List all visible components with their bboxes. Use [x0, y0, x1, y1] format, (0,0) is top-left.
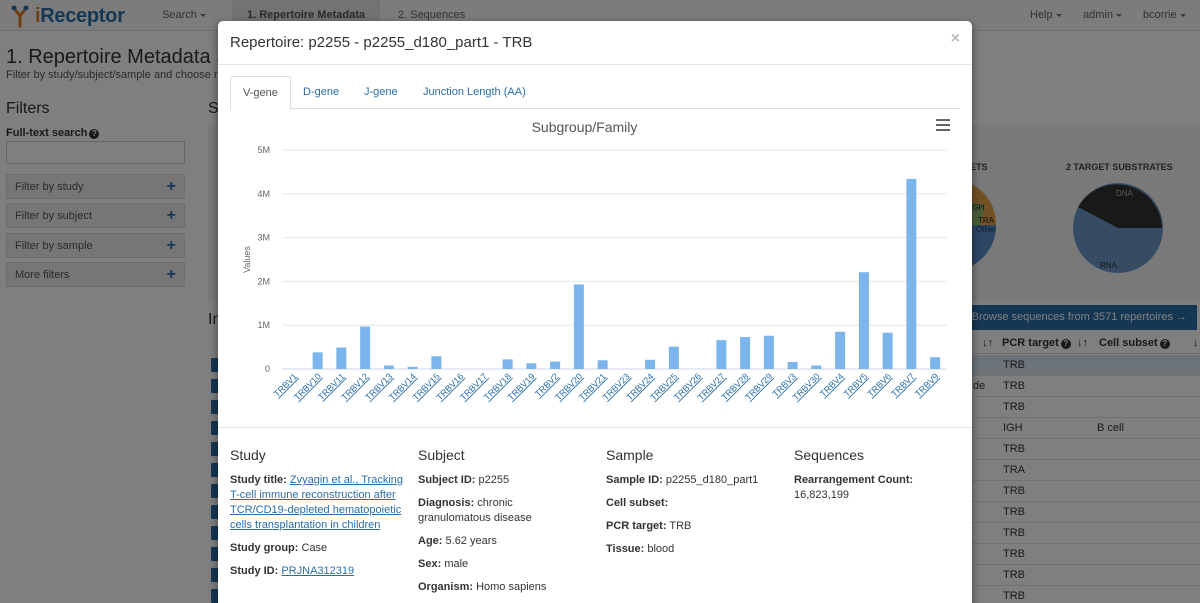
y-tick-label: 1M: [257, 320, 270, 330]
bar-trbv6[interactable]: [882, 332, 893, 369]
bar-trbv30[interactable]: [811, 365, 822, 369]
bar-trbv7[interactable]: [906, 178, 917, 369]
bar-trbv29[interactable]: [763, 335, 774, 369]
subject-id-value: p2255: [478, 474, 510, 486]
organism-label: Organism:: [418, 581, 474, 593]
tab-d-gene[interactable]: D-gene: [303, 86, 340, 98]
tab-junction-length[interactable]: Junction Length (AA): [423, 86, 526, 98]
chart-menu-icon[interactable]: [936, 119, 950, 134]
y-axis-label: Values: [242, 246, 252, 273]
tissue-value: blood: [647, 543, 675, 555]
bar-trbv11[interactable]: [336, 347, 347, 369]
subject-id-label: Subject ID:: [418, 474, 476, 486]
bar-trbv25[interactable]: [668, 346, 679, 369]
sex-label: Sex:: [418, 558, 442, 570]
bar-trbv4[interactable]: [835, 331, 846, 369]
sequences-heading: Sequences: [794, 447, 865, 463]
modal-header: Repertoire: p2255 - p2255_d180_part1 - T…: [218, 21, 972, 65]
age-value: 5.62 years: [445, 535, 497, 547]
sample-info: Sample Sample ID: p2255_d180_part1 Cell …: [606, 446, 781, 565]
study-id-link[interactable]: PRJNA312319: [281, 565, 355, 577]
x-tick-label[interactable]: TRBV9: [913, 371, 941, 399]
tab-j-gene[interactable]: J-gene: [364, 86, 398, 98]
v-gene-bar-chart: Subgroup/Family01M2M3M4M5MValuesTRBV1TRB…: [242, 119, 947, 402]
bar-trbv18[interactable]: [502, 359, 513, 369]
pcr-target-value: TRB: [669, 520, 692, 532]
age-label: Age:: [418, 535, 443, 547]
x-tick-label[interactable]: TRBV5: [842, 371, 870, 399]
bar-trbv12[interactable]: [360, 326, 371, 369]
diagnosis-value: chronic granulomatous disease: [418, 497, 532, 524]
y-tick-label: 3M: [257, 233, 270, 243]
modal-title: Repertoire: p2255 - p2255_d180_part1 - T…: [230, 34, 533, 51]
study-id-label: Study ID:: [230, 565, 279, 577]
modal-divider: [218, 427, 972, 428]
bar-trbv27[interactable]: [716, 340, 727, 369]
study-title-label: Study title:: [230, 474, 287, 486]
tissue-label: Tissue:: [606, 543, 645, 555]
bar-trbv28[interactable]: [740, 337, 751, 369]
rearrangement-count-value: 16,823,199: [794, 489, 850, 501]
bar-trbv3[interactable]: [787, 361, 798, 369]
repertoire-modal: Repertoire: p2255 - p2255_d180_part1 - T…: [218, 21, 972, 603]
study-info: Study Study title: Zvyagin et al., Track…: [230, 446, 405, 587]
pcr-target-label: PCR target:: [606, 520, 667, 532]
chart-tabs: V-gene D-gene J-gene Junction Length (AA…: [230, 76, 960, 110]
tab-v-gene[interactable]: V-gene: [230, 76, 291, 110]
cell-subset-label: Cell subset:: [606, 497, 669, 509]
bar-trbv24[interactable]: [645, 359, 656, 369]
bar-trbv19[interactable]: [526, 363, 537, 369]
bar-trbv15[interactable]: [431, 356, 442, 369]
chart-title: Subgroup/Family: [532, 119, 638, 135]
study-title-link[interactable]: Zvyagin et al., Tracking T-cell immune r…: [230, 474, 404, 531]
bar-trbv14[interactable]: [407, 366, 418, 369]
bar-trbv21[interactable]: [597, 360, 608, 369]
y-tick-label: 4M: [257, 189, 270, 199]
y-tick-label: 5M: [257, 145, 270, 155]
sequences-info: Sequences Rearrangement Count: 16,823,199: [794, 446, 969, 511]
bar-trbv2[interactable]: [550, 361, 561, 369]
x-tick-label[interactable]: TRBV6: [865, 371, 893, 399]
study-group-label: Study group:: [230, 542, 299, 554]
organism-value: Homo sapiens: [476, 581, 547, 593]
study-group-value: Case: [301, 542, 328, 554]
subject-heading: Subject: [418, 447, 465, 463]
bar-trbv9[interactable]: [930, 357, 941, 369]
sample-id-value: p2255_d180_part1: [665, 474, 759, 486]
subject-info: Subject Subject ID: p2255 Diagnosis: chr…: [418, 446, 558, 603]
sample-heading: Sample: [606, 447, 654, 463]
bar-trbv20[interactable]: [573, 284, 584, 369]
y-tick-label: 0: [265, 364, 270, 374]
sex-value: male: [444, 558, 469, 570]
sample-id-label: Sample ID:: [606, 474, 663, 486]
x-tick-label[interactable]: TRBV4: [818, 371, 846, 399]
close-icon[interactable]: ×: [950, 30, 960, 47]
bar-trbv13[interactable]: [383, 365, 394, 369]
x-tick-label[interactable]: TRBV7: [889, 371, 917, 399]
bar-trbv5[interactable]: [858, 272, 869, 369]
study-heading: Study: [230, 447, 266, 463]
y-tick-label: 2M: [257, 276, 270, 286]
bar-trbv10[interactable]: [312, 352, 323, 369]
diagnosis-label: Diagnosis:: [418, 497, 475, 509]
rearrangement-count-label: Rearrangement Count:: [794, 474, 914, 486]
